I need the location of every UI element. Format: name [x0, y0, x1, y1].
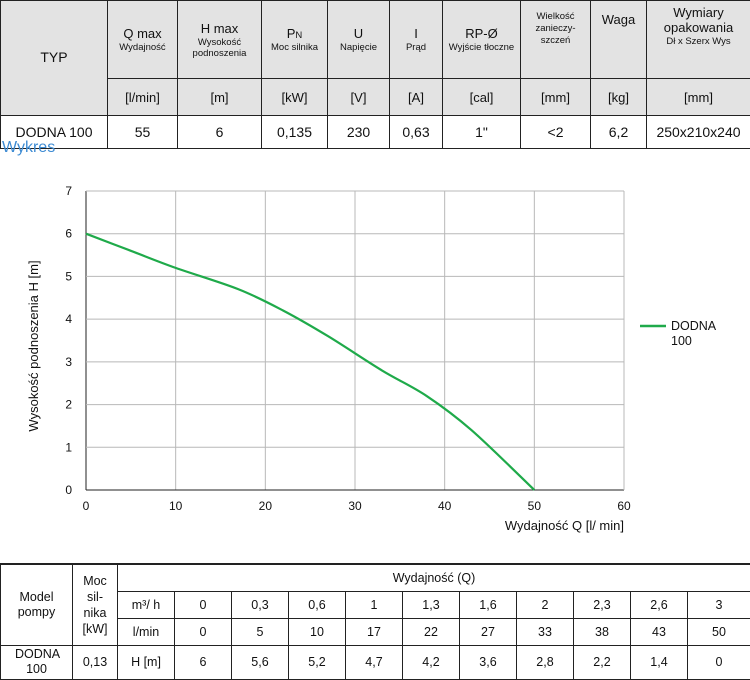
unit-current: [A] — [390, 79, 443, 116]
cell-voltage: 230 — [328, 116, 390, 149]
x-axis-label: Wydajność Q [l/ min] — [505, 518, 624, 533]
flow-m3h-cell: 0,3 — [232, 591, 289, 618]
header-outlet: RP-Ø Wyjście tłoczne — [443, 1, 521, 79]
pump-table: Model pompy Moc sil-nika [kW] Wydajność … — [0, 563, 750, 680]
x-tick-label: 50 — [528, 499, 542, 513]
header-hmax: H max Wysokość podnoszenia — [178, 1, 262, 79]
cell-hmax: 6 — [178, 116, 262, 149]
flow-lmin-cell: 17 — [346, 618, 403, 645]
chart-grid — [86, 191, 624, 490]
x-tick-labels: 0 10 20 30 40 50 60 — [83, 499, 631, 513]
y-tick-label: 1 — [65, 440, 72, 454]
row-label-m3h: m³/ h — [118, 591, 175, 618]
header-dimensions: Wymiary opakowania Dł x Szerx Wys — [647, 1, 750, 79]
y-tick-label: 6 — [65, 227, 72, 241]
unit-outlet: [cal] — [443, 79, 521, 116]
flow-lmin-cell: 33 — [517, 618, 574, 645]
header-typ: TYP — [1, 1, 108, 116]
x-tick-label: 40 — [438, 499, 452, 513]
flow-m3h-cell: 2,3 — [574, 591, 631, 618]
y-tick-label: 2 — [65, 398, 72, 412]
flow-lmin-cell: 10 — [289, 618, 346, 645]
col-power-header: Moc sil-nika [kW] — [73, 564, 118, 645]
flow-lmin-cell: 38 — [574, 618, 631, 645]
x-tick-label: 20 — [259, 499, 273, 513]
header-power: PN Moc silnika — [262, 1, 328, 79]
unit-power: [kW] — [262, 79, 328, 116]
y-tick-label: 0 — [65, 483, 72, 497]
x-tick-label: 0 — [83, 499, 90, 513]
y-tick-label: 3 — [65, 355, 72, 369]
head-cell: 5,6 — [232, 645, 289, 679]
header-weight: Waga — [591, 1, 647, 79]
flow-lmin-cell: 43 — [631, 618, 688, 645]
cell-current: 0,63 — [390, 116, 443, 149]
y-tick-label: 5 — [65, 269, 72, 283]
flow-m3h-cell: 3 — [688, 591, 750, 618]
cell-contamination: <2 — [521, 116, 591, 149]
flow-m3h-cell: 0 — [175, 591, 232, 618]
head-cell: 4,2 — [403, 645, 460, 679]
unit-weight: [kg] — [591, 79, 647, 116]
col-model-header: Model pompy — [1, 564, 73, 645]
header-current: I Prąd — [390, 1, 443, 79]
flow-m3h-cell: 1 — [346, 591, 403, 618]
y-tick-labels: 0 1 2 3 4 5 6 7 — [65, 184, 72, 497]
flow-header: Wydajność (Q) — [118, 564, 750, 591]
flow-m3h-cell: 1,6 — [460, 591, 517, 618]
cell-model: DODNA 100 — [1, 645, 73, 679]
pump-curve-chart: 0 10 20 30 40 50 60 0 1 2 3 4 5 6 7 Wydajność Q [l/ m… — [0, 160, 750, 540]
flow-lmin-cell: 27 — [460, 618, 517, 645]
head-cell: 1,4 — [631, 645, 688, 679]
unit-qmax: [l/min] — [108, 79, 178, 116]
flow-m3h-cell: 2 — [517, 591, 574, 618]
flow-lmin-cell: 50 — [688, 618, 750, 645]
head-cell: 0 — [688, 645, 750, 679]
x-tick-label: 10 — [169, 499, 183, 513]
unit-dimensions: [mm] — [647, 79, 750, 116]
row-label-lmin: l/min — [118, 618, 175, 645]
unit-voltage: [V] — [328, 79, 390, 116]
cell-power: 0,13 — [73, 645, 118, 679]
unit-contamination: [mm] — [521, 79, 591, 116]
y-tick-label: 7 — [65, 184, 72, 198]
header-voltage: U Napięcie — [328, 1, 390, 79]
flow-lmin-cell: 5 — [232, 618, 289, 645]
section-title: Wykres — [2, 139, 55, 157]
flow-lmin-cell: 0 — [175, 618, 232, 645]
cell-qmax: 55 — [108, 116, 178, 149]
head-cell: 2,2 — [574, 645, 631, 679]
flow-lmin-cell: 22 — [403, 618, 460, 645]
unit-hmax: [m] — [178, 79, 262, 116]
y-axis-label: Wysokość podnoszenia H [m] — [26, 260, 41, 431]
cell-dimensions: 250x210x240 — [647, 116, 750, 149]
head-cell: 2,8 — [517, 645, 574, 679]
cell-power: 0,135 — [262, 116, 328, 149]
flow-m3h-cell: 0,6 — [289, 591, 346, 618]
x-tick-label: 30 — [348, 499, 362, 513]
x-tick-label: 60 — [617, 499, 631, 513]
spec-table: TYP Q max Wydajność H max Wysokość podno… — [0, 0, 750, 149]
cell-weight: 6,2 — [591, 116, 647, 149]
head-cell: 3,6 — [460, 645, 517, 679]
flow-m3h-cell: 1,3 — [403, 591, 460, 618]
cell-outlet: 1" — [443, 116, 521, 149]
y-tick-label: 4 — [65, 312, 72, 326]
row-label-h: H [m] — [118, 645, 175, 679]
head-cell: 4,7 — [346, 645, 403, 679]
header-qmax: Q max Wydajność — [108, 1, 178, 79]
header-contamination: Wielkość zanieczy-szczeń — [521, 1, 591, 79]
head-cell: 6 — [175, 645, 232, 679]
flow-m3h-cell: 2,6 — [631, 591, 688, 618]
head-cell: 5,2 — [289, 645, 346, 679]
